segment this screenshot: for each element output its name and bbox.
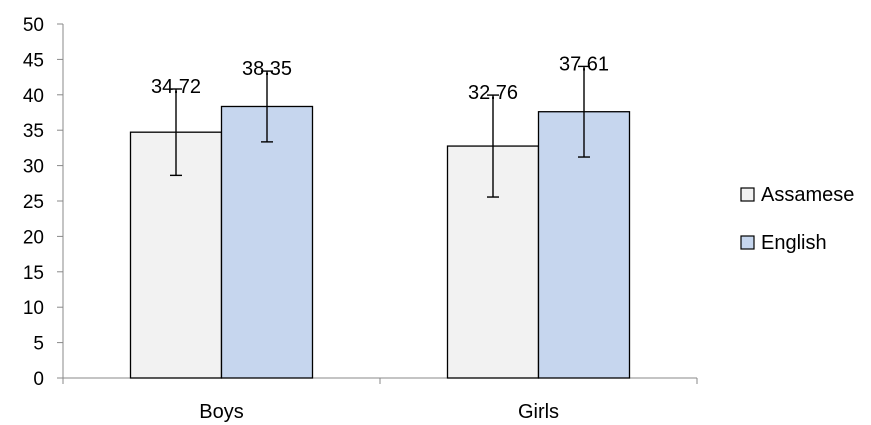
legend-swatch-assamese — [740, 187, 755, 202]
data-label: 34.72 — [151, 76, 201, 98]
y-tick-label: 10 — [23, 298, 44, 319]
legend-swatch-english — [740, 235, 755, 250]
y-tick-label: 45 — [23, 50, 44, 71]
data-label: 37.61 — [559, 53, 609, 75]
bar-english-boys — [220, 105, 314, 379]
x-category-label: Girls — [518, 401, 559, 423]
bar-english-girls — [537, 111, 631, 379]
data-label: 32.76 — [468, 82, 518, 104]
y-tick-label: 50 — [23, 15, 44, 36]
y-tick-label: 40 — [23, 86, 44, 107]
y-tick-label: 0 — [33, 369, 44, 390]
bars-group — [129, 105, 631, 379]
y-tick-label: 30 — [23, 157, 44, 178]
x-category-label: Boys — [199, 401, 243, 423]
y-axis: 0 5 10 15 20 25 30 35 40 45 50 — [23, 15, 64, 390]
legend-label-assamese: Assamese — [761, 184, 854, 206]
y-tick-label: 35 — [23, 121, 44, 142]
data-label: 38.35 — [242, 58, 292, 80]
x-axis: Boys Girls — [62, 377, 698, 423]
data-labels-group: 34.72 38.35 32.76 37.61 — [151, 53, 609, 104]
y-tick-label: 5 — [33, 334, 44, 355]
error-bars-group — [170, 65, 590, 198]
legend: Assamese English — [740, 184, 854, 254]
legend-label-english: English — [761, 232, 827, 254]
y-tick-label: 15 — [23, 263, 44, 284]
y-tick-label: 20 — [23, 227, 44, 248]
y-tick-label: 25 — [23, 192, 44, 213]
